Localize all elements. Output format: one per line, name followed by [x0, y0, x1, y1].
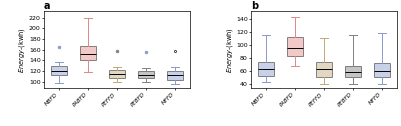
Y-axis label: $\it{Energy}$-(kwh): $\it{Energy}$-(kwh) — [17, 27, 27, 73]
PathPatch shape — [109, 70, 125, 78]
PathPatch shape — [287, 37, 303, 56]
PathPatch shape — [80, 46, 96, 60]
PathPatch shape — [51, 66, 67, 75]
PathPatch shape — [316, 62, 332, 77]
PathPatch shape — [167, 71, 183, 80]
PathPatch shape — [138, 71, 154, 78]
Y-axis label: $\it{Energy}$-(kwh): $\it{Energy}$-(kwh) — [225, 27, 235, 73]
Text: a: a — [44, 1, 51, 11]
PathPatch shape — [258, 62, 274, 76]
PathPatch shape — [375, 63, 391, 77]
Text: b: b — [251, 1, 258, 11]
PathPatch shape — [345, 66, 361, 77]
